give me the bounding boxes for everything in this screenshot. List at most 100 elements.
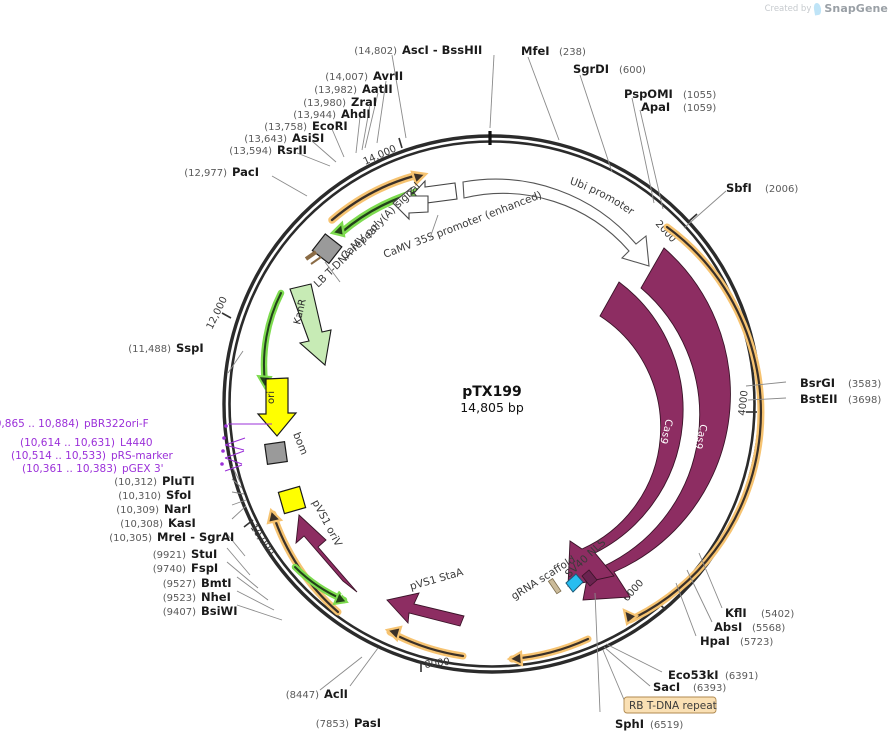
enzyme-label: SacI (6393) bbox=[653, 680, 726, 694]
enzyme-label: (13,758) EcoRI bbox=[264, 119, 348, 133]
enzyme-labels-top-right: MfeI (238) SgrDI (600) PspOMI (1055) Apa… bbox=[521, 44, 798, 195]
enzyme-label: (13,594) RsrII bbox=[229, 143, 307, 157]
plasmid-size: 14,805 bp bbox=[460, 400, 524, 415]
watermark-created-by: Created by bbox=[764, 3, 812, 14]
primer-label: (10,514 .. 10,533) pRS-marker bbox=[11, 450, 174, 462]
leader-lines bbox=[224, 54, 787, 713]
enzyme-labels-right: BsrGI (3583) BstEII (3698) bbox=[800, 376, 881, 406]
cas9-arrow-inner: Cas9 bbox=[567, 281, 684, 587]
enzyme-name: SfoI bbox=[166, 488, 191, 502]
enzyme-name: SacI bbox=[653, 680, 680, 694]
ruler-tick-label: 14,000 bbox=[362, 143, 398, 167]
ruler-tick: 8000 bbox=[420, 657, 451, 672]
green-arc-kanr bbox=[256, 289, 285, 391]
enzyme-pos: (9921) bbox=[153, 550, 186, 561]
enzyme-pos: (13,980) bbox=[303, 98, 346, 109]
primer-range: (10,361 .. 10,383) bbox=[22, 463, 117, 475]
primer-range: (10,514 .. 10,533) bbox=[11, 450, 106, 462]
enzyme-pos: (5402) bbox=[761, 609, 794, 620]
enzyme-name: SgrDI bbox=[573, 62, 609, 76]
enzyme-pos: (2006) bbox=[765, 184, 798, 195]
pvs1-staa-arrow bbox=[386, 592, 465, 627]
enzyme-name: MreI - SgrAI bbox=[157, 530, 234, 544]
enzyme-name: HpaI bbox=[700, 634, 730, 648]
enzyme-name: PspOMI bbox=[624, 87, 673, 101]
enzyme-label: KflI (5402) bbox=[725, 606, 794, 620]
enzyme-pos: (14,007) bbox=[325, 72, 368, 83]
enzyme-pos: (10,312) bbox=[114, 477, 157, 488]
enzyme-label: (13,982) AatII bbox=[314, 82, 393, 96]
enzyme-pos: (1059) bbox=[683, 103, 716, 114]
enzyme-label: (13,643) AsiSI bbox=[244, 131, 324, 145]
enzyme-name: KflI bbox=[725, 606, 747, 620]
enzyme-label: (13,944) AhdI bbox=[293, 107, 370, 121]
enzyme-label: PspOMI (1055) bbox=[624, 87, 716, 101]
enzyme-pos: (11,488) bbox=[128, 344, 171, 355]
enzyme-label: ApaI (1059) bbox=[641, 100, 716, 114]
enzyme-pos: (9740) bbox=[153, 564, 186, 575]
enzyme-name: StuI bbox=[191, 547, 217, 561]
primer-labels: (10,361 .. 10,383) pGEX 3' (10,514 .. 10… bbox=[0, 418, 174, 475]
enzyme-name: RsrII bbox=[277, 143, 307, 157]
enzyme-label: (10,312) PluTI bbox=[114, 474, 194, 488]
enzyme-name: SbfI bbox=[726, 181, 752, 195]
enzyme-label: (9740) FspI bbox=[153, 561, 218, 575]
enzyme-pos: (13,982) bbox=[314, 85, 357, 96]
enzyme-name: AatII bbox=[362, 82, 393, 96]
enzyme-labels-bottom-right: KflI (5402) AbsI (5568) HpaI (5723) Eco5… bbox=[615, 606, 794, 731]
enzyme-label: (11,488) SspI bbox=[128, 341, 203, 355]
enzyme-name: AhdI bbox=[341, 107, 371, 121]
ruler-tick-label: 12,000 bbox=[205, 295, 230, 331]
primer-name: pGEX 3' bbox=[122, 463, 164, 475]
enzyme-pos: (9523) bbox=[163, 593, 196, 604]
orange-arc-bottom-left bbox=[384, 625, 467, 660]
enzyme-label: (10,305) MreI - SgrAI bbox=[109, 530, 234, 544]
enzyme-name: BsrGI bbox=[800, 376, 835, 390]
enzyme-label: AbsI (5568) bbox=[714, 620, 785, 634]
primer-range: (10,614 .. 10,631) bbox=[20, 437, 115, 449]
enzyme-pos: (9407) bbox=[163, 607, 196, 618]
primer-label: (10,614 .. 10,631) L4440 bbox=[20, 437, 153, 449]
enzyme-label: SphI (6519) bbox=[615, 717, 683, 731]
enzyme-name: ApaI bbox=[641, 100, 670, 114]
enzyme-name: FspI bbox=[191, 561, 218, 575]
primer-site-ticks bbox=[220, 424, 228, 466]
primer-name: L4440 bbox=[120, 437, 153, 449]
enzyme-pos: (10,310) bbox=[118, 491, 161, 502]
orange-arc-right bbox=[622, 223, 765, 626]
enzyme-name: Eco53kI bbox=[668, 668, 719, 682]
enzyme-label: (9407) BsiWI bbox=[163, 604, 238, 618]
enzyme-name: MfeI bbox=[521, 44, 550, 58]
enzyme-label: (10,310) SfoI bbox=[118, 488, 191, 502]
enzyme-name: AclI bbox=[324, 687, 348, 701]
enzyme-name: AbsI bbox=[714, 620, 742, 634]
enzyme-pos: (13,944) bbox=[293, 110, 336, 121]
enzyme-label: (12,977) PacI bbox=[184, 165, 259, 179]
enzyme-label: (10,309) NarI bbox=[116, 502, 191, 516]
primer-name: pBR322ori-F bbox=[84, 418, 149, 430]
enzyme-label: (14,007) AvrII bbox=[325, 69, 403, 83]
rb-tdna-repeat-badge: RB T-DNA repeat bbox=[623, 696, 717, 714]
enzyme-label: (9921) StuI bbox=[153, 547, 218, 561]
pvs1-oriv-feature bbox=[277, 485, 307, 515]
enzyme-labels-top-left: (14,802) AscI - BssHII (14,007) AvrII (1… bbox=[128, 43, 482, 355]
enzyme-pos: (6391) bbox=[725, 671, 758, 682]
camv35s-promoter-arrow bbox=[392, 179, 458, 221]
ruler-tick-label: 4000 bbox=[737, 390, 751, 416]
primer-name: pRS-marker bbox=[111, 450, 174, 462]
rb-tdna-repeat-label: RB T-DNA repeat bbox=[629, 700, 717, 712]
enzyme-label: (7853) PasI bbox=[316, 716, 381, 730]
enzyme-name: NarI bbox=[164, 502, 191, 516]
enzyme-pos: (13,758) bbox=[264, 122, 307, 133]
enzyme-pos: (7853) bbox=[316, 719, 349, 730]
enzyme-pos: (600) bbox=[619, 65, 646, 76]
ori-label: ori bbox=[266, 391, 277, 404]
lb-tdna-repeat-feature bbox=[304, 250, 322, 265]
enzyme-label: (10,308) KasI bbox=[120, 516, 196, 530]
grna-scaffold-feature bbox=[547, 577, 562, 595]
enzyme-pos: (10,309) bbox=[116, 505, 159, 516]
watermark-brand: SnapGene bbox=[824, 2, 888, 15]
enzyme-label: MfeI (238) bbox=[521, 44, 586, 58]
enzyme-name: AvrII bbox=[373, 69, 403, 83]
